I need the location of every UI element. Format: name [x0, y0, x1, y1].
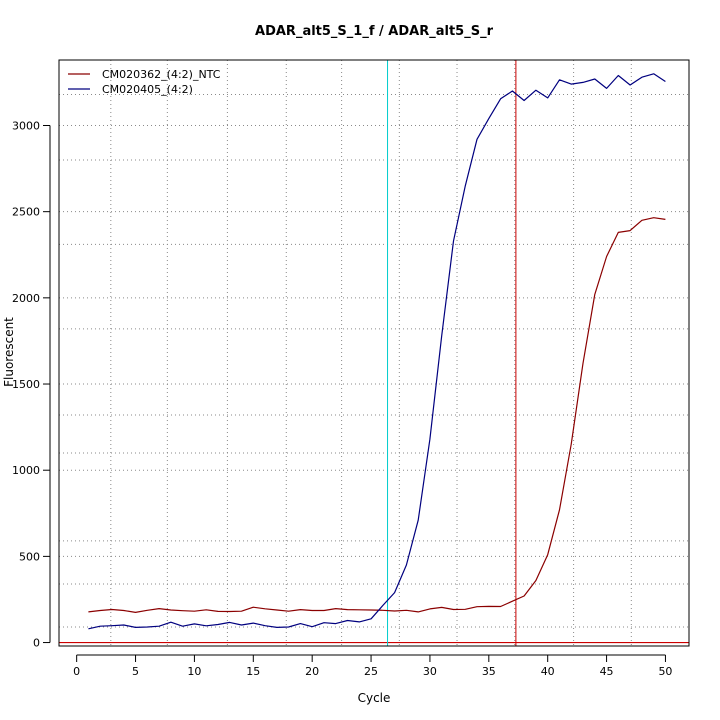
- grid-layer: [59, 60, 689, 646]
- x-tick-label: 30: [423, 665, 437, 678]
- y-tick-label: 2000: [12, 292, 40, 305]
- x-tick-label: 10: [187, 665, 201, 678]
- chart-title: ADAR_alt5_S_1_f / ADAR_alt5_S_r: [255, 24, 494, 39]
- x-tick-label: 40: [541, 665, 555, 678]
- x-tick-label: 35: [482, 665, 496, 678]
- x-tick-label: 45: [600, 665, 614, 678]
- y-tick-label: 3000: [12, 119, 40, 132]
- y-axis: 0 500 1000 1500 2000 2500 3000: [12, 119, 51, 650]
- y-tick-label: 1000: [12, 464, 40, 477]
- y-tick-label: 1500: [12, 378, 40, 391]
- y-axis-label: Fluorescent: [2, 317, 16, 387]
- legend-label: CM020362_(4:2)_NTC: [102, 68, 221, 81]
- x-tick-label: 0: [73, 665, 80, 678]
- threshold-layer: [59, 60, 689, 646]
- x-axis: 0 5 10 15 20 25 30 35 40 45 50: [73, 654, 672, 678]
- x-tick-label: 15: [246, 665, 260, 678]
- y-tick-label: 2500: [12, 206, 40, 219]
- series-layer: [88, 73, 666, 630]
- series-line-2: [88, 73, 666, 630]
- x-axis-label: Cycle: [358, 691, 391, 705]
- x-tick-label: 5: [132, 665, 139, 678]
- y-tick-label: 500: [19, 550, 40, 563]
- x-tick-label: 20: [305, 665, 319, 678]
- x-tick-label: 50: [658, 665, 672, 678]
- series-line-1: [88, 217, 666, 614]
- plot-area-frame: [58, 59, 690, 647]
- legend: CM020362_(4:2)_NTC CM020405_(4:2): [68, 68, 221, 96]
- legend-label: CM020405_(4:2): [102, 83, 193, 96]
- y-tick-label: 0: [33, 637, 40, 650]
- x-tick-label: 25: [364, 665, 378, 678]
